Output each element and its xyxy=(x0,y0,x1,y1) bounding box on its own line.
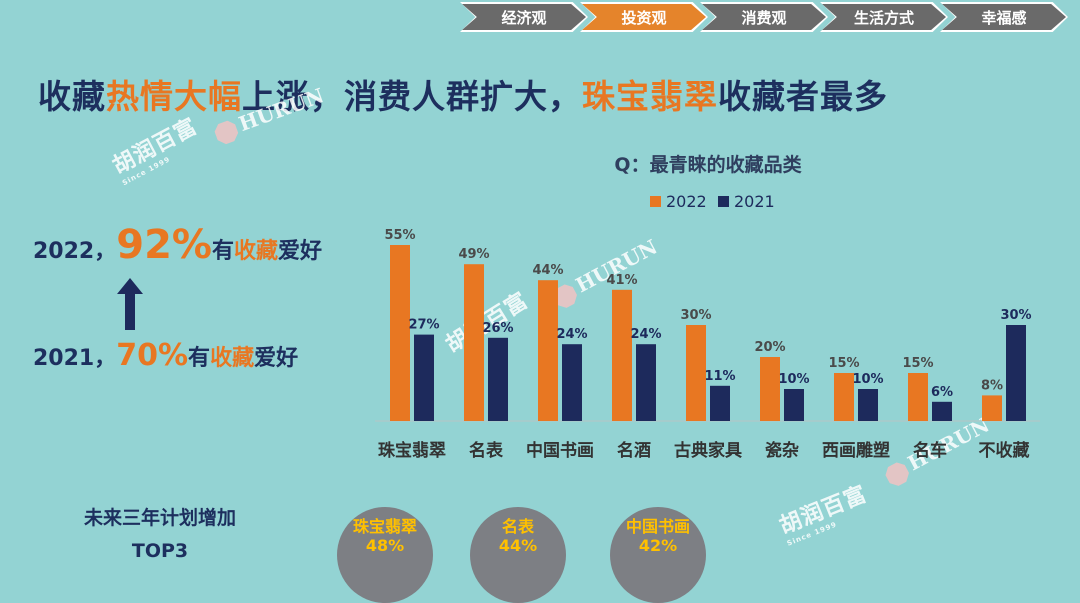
page-title: 收藏热情大幅上涨，消费人群扩大，珠宝翡翠收藏者最多 xyxy=(38,77,888,116)
top3-subtitle: TOP3 xyxy=(131,540,189,562)
legend-label-2022: 2022 xyxy=(666,192,707,211)
bar-2022-5 xyxy=(760,357,780,421)
nav-tab-consumption[interactable]: 消费观 xyxy=(700,2,828,32)
top3-circle-2: 名表 44% xyxy=(470,507,566,603)
bar-2022-1 xyxy=(464,264,484,421)
bar-2021-7 xyxy=(932,401,952,421)
nav-tab-investment[interactable]: 投资观 xyxy=(580,2,708,32)
legend-swatch-2021 xyxy=(718,196,729,207)
x-tick-label-0: 珠宝翡翠 xyxy=(378,440,446,461)
data-label-2022-0: 55% xyxy=(384,228,415,243)
data-label-2022-8: 8% xyxy=(981,378,1003,393)
x-tick-label-8: 不收藏 xyxy=(979,440,1030,461)
bar-2022-4 xyxy=(686,325,706,421)
bar-2021-5 xyxy=(784,389,804,421)
bar-2021-0 xyxy=(414,334,434,421)
bar-2022-6 xyxy=(834,373,854,421)
data-label-2022-5: 20% xyxy=(754,340,785,355)
nav-tab-lifestyle[interactable]: 生活方式 xyxy=(820,2,948,32)
up-arrow-icon xyxy=(117,278,143,330)
bar-2021-3 xyxy=(636,344,656,421)
x-tick-label-1: 名表 xyxy=(469,440,504,461)
bar-2021-6 xyxy=(858,389,878,421)
bar-2021-8 xyxy=(1006,325,1026,421)
nav-tab-happiness[interactable]: 幸福感 xyxy=(940,2,1068,32)
data-label-2022-2: 44% xyxy=(532,263,563,278)
stat-2021: 2021，70%有收藏爱好 xyxy=(33,338,299,373)
chart-title: Q：最青睐的收藏品类 xyxy=(614,153,801,176)
data-label-2021-3: 24% xyxy=(630,327,661,342)
data-label-2021-7: 6% xyxy=(931,385,953,400)
data-label-2021-4: 11% xyxy=(704,369,735,384)
data-label-2022-6: 15% xyxy=(828,356,859,371)
bar-2022-7 xyxy=(908,373,928,421)
top-nav: 经济观 投资观 消费观 生活方式 幸福感 xyxy=(460,2,1068,32)
data-label-2021-6: 10% xyxy=(852,372,883,387)
top3-title: 未来三年计划增加 xyxy=(83,507,236,529)
x-tick-label-4: 古典家具 xyxy=(674,440,742,461)
x-tick-label-2: 中国书画 xyxy=(526,440,594,461)
x-tick-label-6: 西画雕塑 xyxy=(822,440,890,461)
x-tick-label-7: 名车 xyxy=(913,440,947,461)
top3-circle-1: 珠宝翡翠 48% xyxy=(337,507,433,603)
data-label-2021-8: 30% xyxy=(1000,308,1031,323)
stat-2022: 2022，92%有收藏爱好 xyxy=(33,222,323,268)
data-label-2022-4: 30% xyxy=(680,308,711,323)
bar-2022-2 xyxy=(538,280,558,421)
bar-2021-2 xyxy=(562,344,582,421)
x-tick-label-5: 瓷杂 xyxy=(765,440,799,461)
legend-swatch-2022 xyxy=(650,196,661,207)
bar-2022-0 xyxy=(390,245,410,421)
x-tick-label-3: 名酒 xyxy=(617,440,651,461)
top3-circle-3: 中国书画 42% xyxy=(610,507,706,603)
data-label-2022-7: 15% xyxy=(902,356,933,371)
data-label-2022-3: 41% xyxy=(606,273,637,288)
data-label-2022-1: 49% xyxy=(458,247,489,262)
bar-2021-4 xyxy=(710,385,730,421)
data-label-2021-2: 24% xyxy=(556,327,587,342)
data-label-2021-5: 10% xyxy=(778,372,809,387)
data-label-2021-0: 27% xyxy=(408,318,439,333)
bar-2022-3 xyxy=(612,289,632,421)
bar-2021-1 xyxy=(488,337,508,421)
nav-tab-economy[interactable]: 经济观 xyxy=(460,2,588,32)
data-label-2021-1: 26% xyxy=(482,321,513,336)
bar-2022-8 xyxy=(982,395,1002,421)
legend-label-2021: 2021 xyxy=(734,192,775,211)
